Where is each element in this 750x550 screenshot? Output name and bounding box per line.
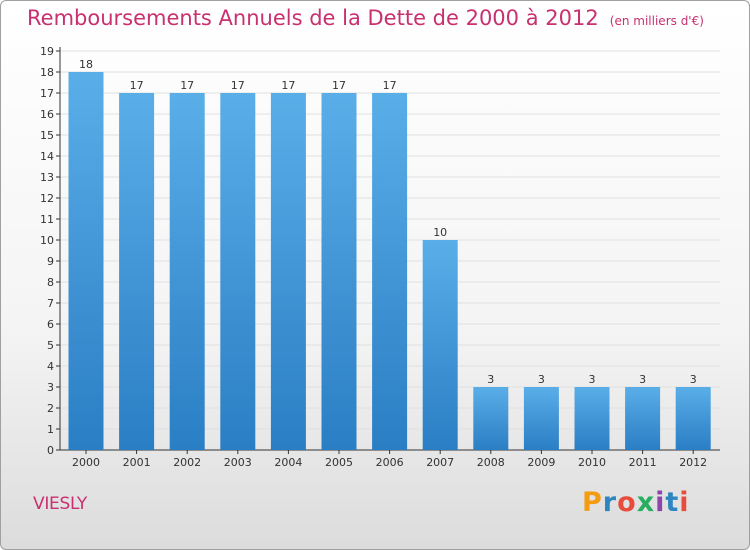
y-tick-label: 11 [40,213,54,226]
data-label-2002: 17 [180,79,194,92]
title-unit: (en milliers d'€) [609,14,704,28]
bar-2003 [220,93,256,450]
data-label-2007: 10 [433,226,447,239]
title-text: Remboursements Annuels de la Dette de 20… [27,6,599,30]
x-tick-label-2005: 2005 [325,456,353,469]
y-tick-label: 13 [40,171,54,184]
y-tick-label: 9 [47,255,54,268]
x-tick-label-2001: 2001 [123,456,151,469]
logo-letter: o [617,487,637,518]
y-tick-label: 2 [47,402,54,415]
data-label-2003: 17 [231,79,245,92]
chart-title: Remboursements Annuels de la Dette de 20… [27,6,704,30]
logo-letter: i [655,487,666,518]
y-tick-label: 5 [47,339,54,352]
y-tick-label: 8 [47,276,54,289]
data-label-2008: 3 [487,373,494,386]
y-tick-label: 3 [47,381,54,394]
x-tick-label-2010: 2010 [578,456,606,469]
logo-letter: P [582,487,603,518]
bar-2005 [321,93,357,450]
y-tick-label: 18 [40,66,54,79]
x-tick-label-2003: 2003 [224,456,252,469]
bar-2008 [473,387,509,450]
data-label-2001: 17 [130,79,144,92]
x-tick-label-2012: 2012 [679,456,707,469]
y-tick-label: 7 [47,297,54,310]
bar-2004 [270,93,306,450]
x-tick-label-2011: 2011 [629,456,657,469]
y-tick-label: 0 [47,444,54,457]
logo-letter: x [636,487,656,518]
x-tick-label-2000: 2000 [72,456,100,469]
logo-letter: t [665,487,680,518]
y-tick-label: 16 [40,108,54,121]
x-tick-label-2006: 2006 [376,456,404,469]
bar-2009 [523,387,559,450]
data-label-2006: 17 [383,79,397,92]
bar-2011 [625,387,661,450]
y-tick-label: 14 [40,150,54,163]
y-tick-label: 4 [47,360,54,373]
logo-letter: r [602,487,618,518]
y-tick-label: 19 [40,45,54,58]
y-tick-label: 10 [40,234,54,247]
data-label-2009: 3 [538,373,545,386]
data-label-2012: 3 [690,373,697,386]
bar-2007 [422,240,458,450]
data-label-2000: 18 [79,58,93,71]
bar-2010 [574,387,610,450]
bar-2000 [68,72,104,450]
commune-name: VIESLY [33,494,87,514]
y-tick-label: 15 [40,129,54,142]
y-tick-label: 6 [47,318,54,331]
bar-2001 [119,93,155,450]
y-tick-label: 1 [47,423,54,436]
x-tick-label-2002: 2002 [173,456,201,469]
y-tick-label: 12 [40,192,54,205]
data-label-2010: 3 [589,373,596,386]
x-tick-label-2009: 2009 [527,456,555,469]
y-tick-label: 17 [40,87,54,100]
bar-2006 [372,93,408,450]
logo-letter: i [679,487,690,518]
bar-2002 [169,93,205,450]
data-label-2005: 17 [332,79,346,92]
data-label-2011: 3 [639,373,646,386]
x-tick-label-2004: 2004 [274,456,302,469]
bar-2012 [675,387,711,450]
data-label-2004: 17 [281,79,295,92]
x-tick-label-2007: 2007 [426,456,454,469]
proxiti-logo: Proxiti [582,487,690,518]
x-tick-label-2008: 2008 [477,456,505,469]
